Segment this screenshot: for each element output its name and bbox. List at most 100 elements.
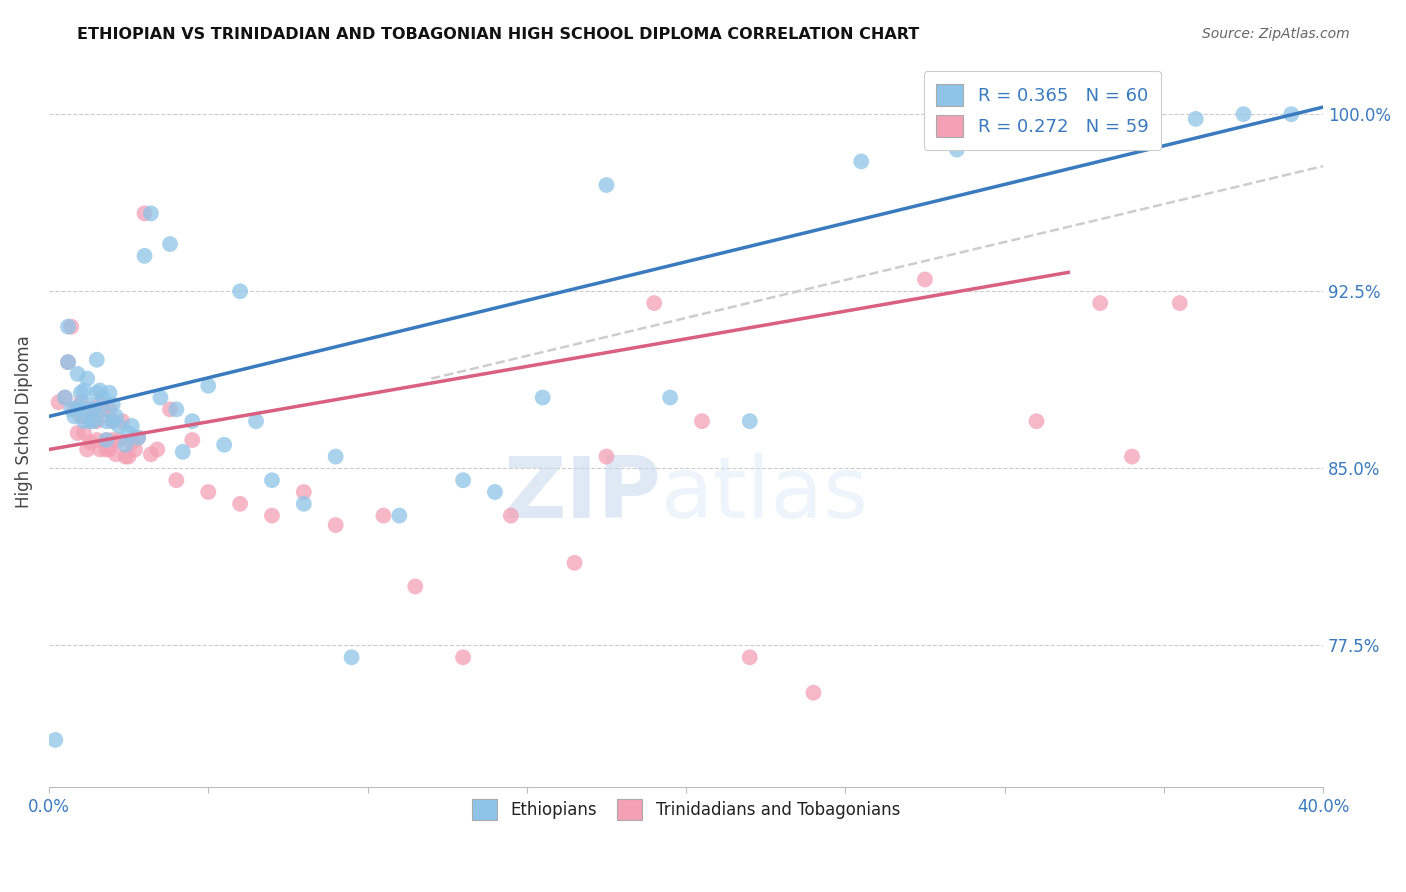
Point: [451, 473, 474, 487]
Point: [44, 733, 66, 747]
Point: [66, 367, 89, 381]
Point: [89, 384, 111, 398]
Point: [86, 433, 108, 447]
Point: [914, 272, 936, 286]
Point: [340, 650, 363, 665]
Point: [86, 352, 108, 367]
Point: [1025, 414, 1047, 428]
Point: [159, 402, 181, 417]
Point: [114, 450, 136, 464]
Point: [86, 385, 108, 400]
Point: [181, 433, 204, 447]
Point: [53, 391, 76, 405]
Y-axis label: High School Diploma: High School Diploma: [15, 334, 32, 508]
Point: [101, 414, 124, 428]
Point: [139, 447, 162, 461]
Point: [91, 402, 114, 417]
Point: [134, 249, 156, 263]
Point: [117, 450, 139, 464]
Point: [531, 391, 554, 405]
Point: [63, 402, 86, 417]
Point: [212, 438, 235, 452]
Point: [165, 473, 187, 487]
Point: [1232, 107, 1254, 121]
Point: [96, 433, 118, 447]
Point: [56, 355, 79, 369]
Point: [60, 402, 83, 417]
Point: [69, 385, 91, 400]
Point: [89, 442, 111, 457]
Point: [83, 414, 105, 428]
Point: [139, 206, 162, 220]
Point: [738, 414, 761, 428]
Point: [484, 485, 506, 500]
Point: [98, 442, 121, 457]
Point: [595, 450, 617, 464]
Point: [165, 402, 187, 417]
Point: [117, 425, 139, 440]
Point: [159, 237, 181, 252]
Point: [76, 409, 98, 424]
Point: [76, 442, 98, 457]
Point: [260, 473, 283, 487]
Point: [60, 319, 83, 334]
Point: [48, 395, 70, 409]
Point: [292, 485, 315, 500]
Point: [197, 485, 219, 500]
Point: [114, 438, 136, 452]
Point: [127, 431, 149, 445]
Point: [73, 384, 96, 398]
Point: [564, 556, 586, 570]
Legend: Ethiopians, Trinidadians and Tobagonians: Ethiopians, Trinidadians and Tobagonians: [465, 793, 907, 826]
Point: [69, 395, 91, 409]
Point: [181, 414, 204, 428]
Point: [146, 442, 169, 457]
Point: [229, 285, 252, 299]
Point: [738, 650, 761, 665]
Point: [643, 296, 665, 310]
Point: [127, 431, 149, 445]
Point: [172, 445, 194, 459]
Point: [96, 433, 118, 447]
Point: [451, 650, 474, 665]
Point: [325, 518, 347, 533]
Point: [1088, 296, 1111, 310]
Point: [260, 508, 283, 523]
Point: [108, 433, 131, 447]
Point: [63, 409, 86, 424]
Point: [229, 497, 252, 511]
Point: [83, 414, 105, 428]
Point: [121, 418, 143, 433]
Point: [66, 425, 89, 440]
Point: [96, 414, 118, 428]
Point: [124, 442, 146, 457]
Point: [73, 425, 96, 440]
Point: [69, 409, 91, 424]
Point: [98, 385, 121, 400]
Point: [83, 402, 105, 417]
Point: [851, 154, 873, 169]
Text: ZIP: ZIP: [503, 453, 661, 536]
Point: [76, 398, 98, 412]
Point: [96, 442, 118, 457]
Point: [79, 435, 101, 450]
Point: [101, 398, 124, 412]
Point: [66, 400, 89, 414]
Point: [197, 378, 219, 392]
Point: [325, 450, 347, 464]
Point: [388, 508, 411, 523]
Point: [56, 319, 79, 334]
Point: [690, 414, 713, 428]
Point: [76, 371, 98, 385]
Point: [499, 508, 522, 523]
Text: ETHIOPIAN VS TRINIDADIAN AND TOBAGONIAN HIGH SCHOOL DIPLOMA CORRELATION CHART: ETHIOPIAN VS TRINIDADIAN AND TOBAGONIAN …: [77, 27, 920, 42]
Point: [83, 402, 105, 417]
Text: Source: ZipAtlas.com: Source: ZipAtlas.com: [1202, 27, 1350, 41]
Point: [1121, 450, 1143, 464]
Point: [79, 414, 101, 428]
Point: [73, 414, 96, 428]
Point: [245, 414, 267, 428]
Point: [149, 391, 172, 405]
Point: [292, 497, 315, 511]
Point: [98, 402, 121, 417]
